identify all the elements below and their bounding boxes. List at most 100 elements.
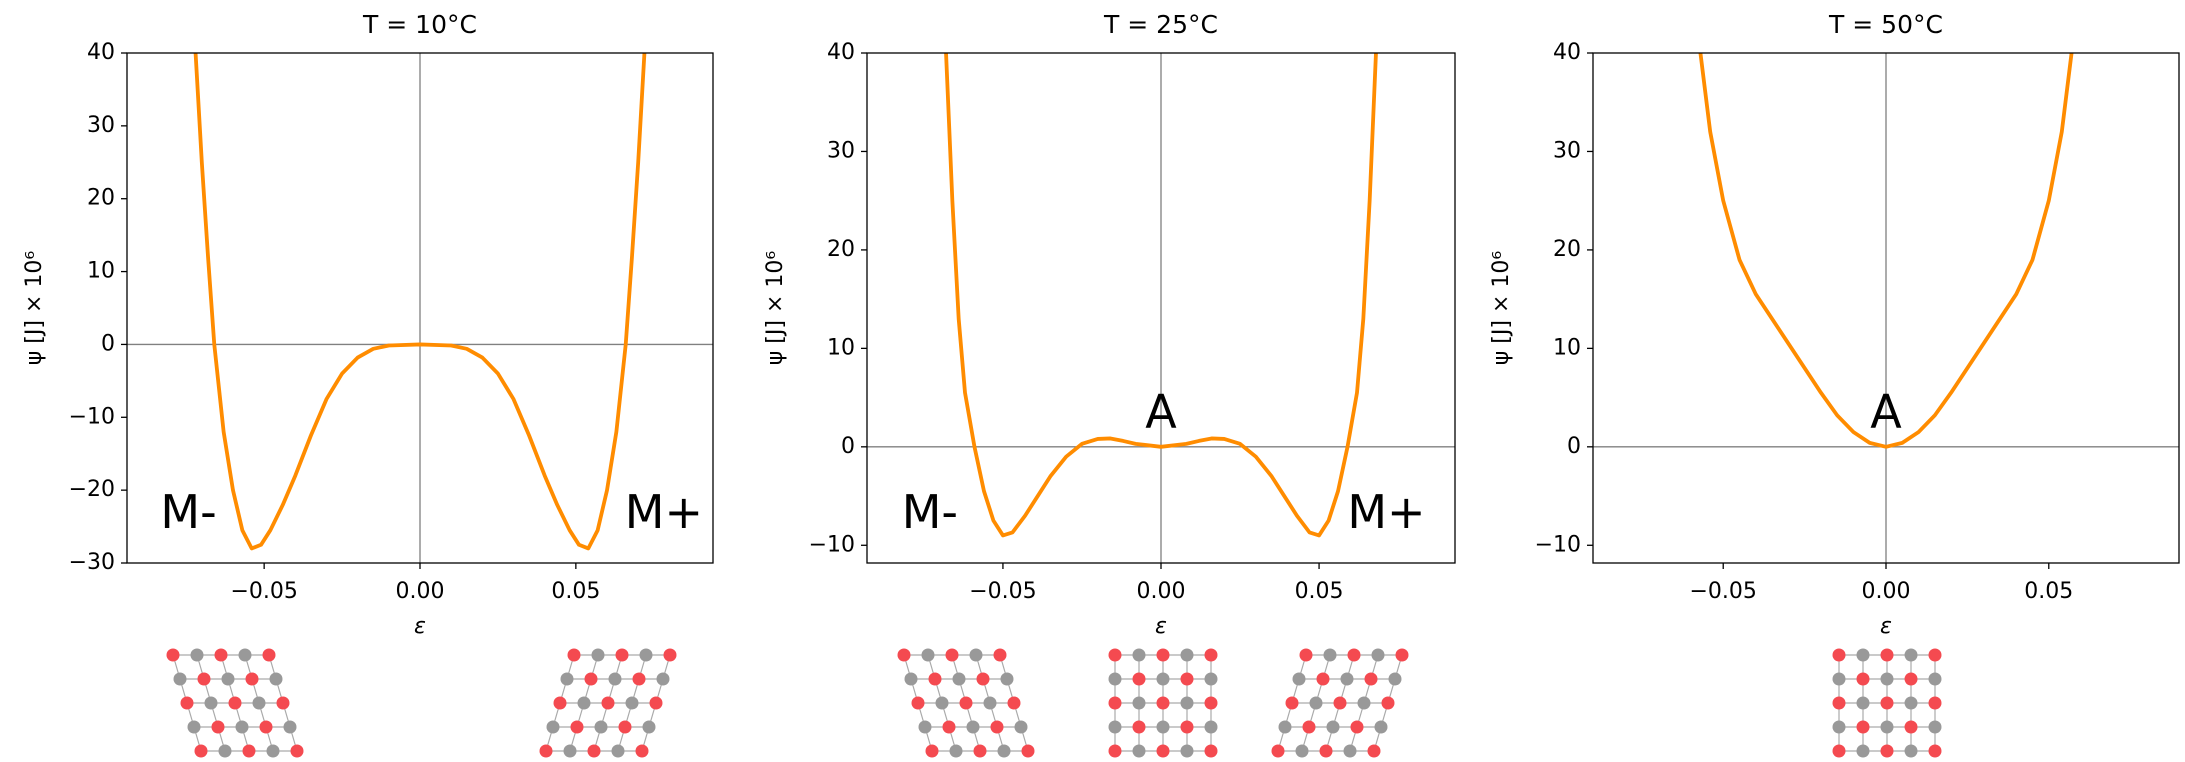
x-tick-label: −0.05 bbox=[230, 579, 297, 604]
lattice-atom bbox=[921, 648, 935, 662]
lattice-atom bbox=[259, 720, 273, 734]
lattice-atom bbox=[276, 696, 290, 710]
lattice-atom bbox=[1880, 744, 1894, 758]
lattice-atom bbox=[1880, 720, 1894, 734]
lattice-atom bbox=[1381, 696, 1395, 710]
lattice-icon bbox=[1108, 648, 1218, 758]
lattice-atom bbox=[1928, 720, 1942, 734]
lattice-atom bbox=[1343, 744, 1357, 758]
y-tick-label: 0 bbox=[1567, 434, 1581, 459]
lattice-atom bbox=[1180, 744, 1194, 758]
y-tick-label: −30 bbox=[69, 550, 115, 575]
lattice-atom bbox=[214, 648, 228, 662]
lattice-atom bbox=[1880, 696, 1894, 710]
lattice-atom bbox=[1904, 672, 1918, 686]
lattice-atom bbox=[1856, 648, 1870, 662]
lattice-atom bbox=[618, 720, 632, 734]
annotation: A bbox=[1145, 385, 1177, 439]
lattice-atom bbox=[997, 744, 1011, 758]
lattice-atom bbox=[1928, 672, 1942, 686]
lattice-atom bbox=[608, 672, 622, 686]
lattice-atom bbox=[190, 648, 204, 662]
lattice-atom bbox=[1108, 696, 1122, 710]
lattice-atom bbox=[1832, 744, 1846, 758]
lattice-atom bbox=[262, 648, 276, 662]
chart-title: T = 50°C bbox=[1828, 10, 1943, 39]
lattice-atom bbox=[252, 696, 266, 710]
lattice-atom bbox=[1180, 696, 1194, 710]
lattice-atom bbox=[245, 672, 259, 686]
lattice-atom bbox=[1007, 696, 1021, 710]
lattice-atom bbox=[1928, 648, 1942, 662]
lattice-atom bbox=[949, 744, 963, 758]
lattice-atom bbox=[1316, 672, 1330, 686]
lattice-atom bbox=[539, 744, 553, 758]
lattice-atom bbox=[546, 720, 560, 734]
lattice-atom bbox=[601, 696, 615, 710]
lattice-atom bbox=[1928, 744, 1942, 758]
x-axis-label: ε bbox=[1155, 614, 1167, 639]
lattice-atom bbox=[1295, 744, 1309, 758]
lattice-icon bbox=[166, 648, 304, 758]
lattice-atom bbox=[567, 648, 581, 662]
lattice-atom bbox=[1333, 696, 1347, 710]
lattice-atom bbox=[1204, 672, 1218, 686]
lattice-atom bbox=[990, 720, 1004, 734]
lattice-atom bbox=[1856, 672, 1870, 686]
axes-frame bbox=[126, 52, 714, 564]
lattice-atom bbox=[973, 744, 987, 758]
lattice-atom bbox=[1388, 672, 1402, 686]
lattice-atom bbox=[1156, 672, 1170, 686]
lattice-atom bbox=[1180, 672, 1194, 686]
lattice-atom bbox=[197, 672, 211, 686]
lattice-atom bbox=[1156, 744, 1170, 758]
lattice-atom bbox=[925, 744, 939, 758]
lattice-atom bbox=[1832, 672, 1846, 686]
axes-frame bbox=[866, 52, 1456, 564]
x-tick-label: 0.05 bbox=[551, 579, 600, 604]
lattice-atom bbox=[587, 744, 601, 758]
lattice-atom bbox=[1347, 648, 1361, 662]
lattice-atom bbox=[1371, 648, 1385, 662]
subplot: −10 0 10 20 30 40 −0.05 0.00 0.05 T = 50°C ε ψ [J] … bbox=[1489, 10, 2180, 639]
lattice-atom bbox=[1108, 720, 1122, 734]
lattice-atom bbox=[242, 744, 256, 758]
y-tick-label: −20 bbox=[69, 477, 115, 502]
lattice-atom bbox=[656, 672, 670, 686]
lattice-atom bbox=[584, 672, 598, 686]
lattice-atom bbox=[228, 696, 242, 710]
annotation: M- bbox=[160, 485, 216, 539]
lattice-atom bbox=[1856, 720, 1870, 734]
lattice-atom bbox=[935, 696, 949, 710]
lattice-atom bbox=[1204, 744, 1218, 758]
lattice-atom bbox=[663, 648, 677, 662]
lattice-atom bbox=[615, 648, 629, 662]
lattice-atom bbox=[649, 696, 663, 710]
chart-title: T = 25°C bbox=[1103, 10, 1218, 39]
lattice-atom bbox=[560, 672, 574, 686]
lattice-atom bbox=[1832, 648, 1846, 662]
lattice-atom bbox=[625, 696, 639, 710]
x-tick-label: 0.00 bbox=[1862, 579, 1911, 604]
y-tick-label: 0 bbox=[841, 434, 855, 459]
y-tick-label: 40 bbox=[1553, 40, 1581, 65]
lattice-atom bbox=[1374, 720, 1388, 734]
lattice-atom bbox=[1132, 672, 1146, 686]
y-axis-label: ψ [J] × 10⁶ bbox=[763, 251, 788, 366]
lattice-atom bbox=[1928, 696, 1942, 710]
lattice-atom bbox=[1204, 696, 1218, 710]
lattice-atom bbox=[563, 744, 577, 758]
y-tick-label: 30 bbox=[827, 138, 855, 163]
y-tick-label: 30 bbox=[87, 113, 115, 138]
lattice-atom bbox=[211, 720, 225, 734]
x-axis-label: ε bbox=[414, 614, 426, 639]
lattice-atom bbox=[218, 744, 232, 758]
lattice-atom bbox=[591, 648, 605, 662]
lattice-atom bbox=[1904, 744, 1918, 758]
lattice-atom bbox=[1395, 648, 1409, 662]
lattice-atom bbox=[1340, 672, 1354, 686]
lattice-atom bbox=[1357, 696, 1371, 710]
lattice-atom bbox=[570, 720, 584, 734]
lattice-atom bbox=[904, 672, 918, 686]
lattice-atom bbox=[194, 744, 208, 758]
